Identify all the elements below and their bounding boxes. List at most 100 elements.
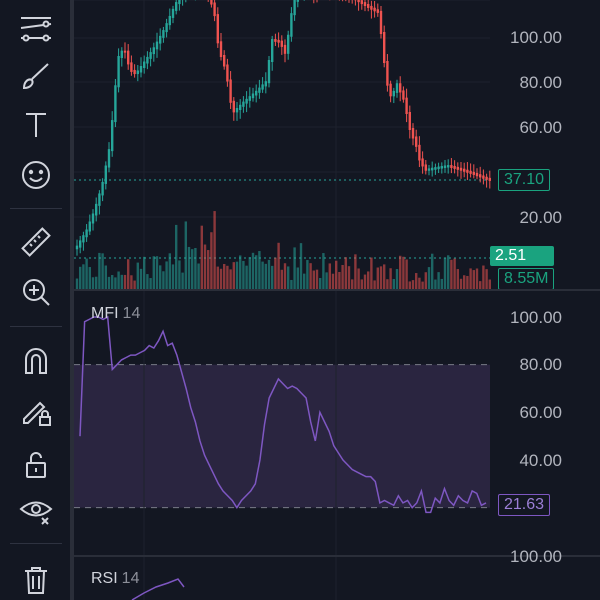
volume-bar [415,273,418,290]
visibility-tool[interactable] [12,490,60,530]
trash-tool[interactable] [12,560,60,600]
volume-bar [181,272,184,290]
volume-bar [267,259,271,290]
candle-body [107,149,111,168]
candle-body [229,79,232,103]
volume-bar [280,269,283,290]
candle-body [479,174,482,178]
candle-body [232,100,235,113]
volume-bar [216,266,219,290]
volume-bar [488,279,491,290]
candle-body [437,166,440,170]
candle-body [235,108,239,113]
candle-body [440,166,443,169]
volume-bar [203,244,207,290]
candle-body [117,56,120,88]
volume-bar [229,269,232,290]
volume-bar [367,271,370,290]
pane-divider[interactable] [74,555,600,557]
rsi-pane-title: RSI 14 [91,570,139,588]
candle-body [296,0,299,2]
volume-bar [360,279,363,290]
volume-bar [79,266,82,290]
candle-body [274,39,277,42]
text-tool[interactable] [12,105,60,145]
candle-body [226,64,229,82]
candle-body [408,112,411,130]
candle-body [162,30,165,38]
lock-drawings-tool[interactable] [12,391,60,431]
volume-bar [427,267,431,290]
mfi-value-tag: 21.63 [498,494,551,516]
brush-tool[interactable] [12,56,60,96]
volume-bar [408,281,411,290]
volume-bar [111,275,114,290]
candle-body [101,181,104,196]
candle-body [139,66,143,73]
rsi-pane[interactable] [74,557,600,600]
volume-bar [239,255,242,290]
volume-bar [101,253,104,290]
candle-body [431,167,434,171]
volume-bar [453,258,456,290]
candle-body [133,69,136,75]
candle-body [75,245,79,250]
candle-body [258,87,261,93]
trend-lines-tool[interactable] [12,8,60,48]
magnet-tool-icon [25,348,47,374]
chart-area[interactable]: 100.00 80.00 60.00 20.00 37.10 2.51 8.55… [74,0,600,600]
volume-bar [485,269,488,290]
volume-bar [341,264,344,290]
volume-bar [226,265,229,290]
pane-divider[interactable] [74,289,600,291]
candle-body [485,176,488,180]
volume-bar [223,263,226,290]
price-axis-label: 20.00 [519,208,562,227]
magnet-tool[interactable] [12,341,60,381]
price-axis-label: 60.00 [519,118,562,137]
volume-bar [258,251,261,290]
candle-body [168,15,171,26]
volume-bar [245,265,248,290]
rsi-title: RSI [91,570,118,587]
candle-body [223,55,226,67]
volume-bar [322,253,325,290]
mfi-line [79,315,487,514]
volume-bar [107,276,111,290]
candle-body [251,93,255,99]
volume-bar [389,268,392,290]
brush-tool-icon [22,63,49,90]
volume-bar [331,273,335,290]
volume-bar [299,243,303,290]
candle-body [280,40,283,47]
candle-body [114,85,117,123]
candle-body [255,90,258,96]
volume-bar [264,263,267,290]
volume-bar [283,263,287,290]
volume-bar [392,279,395,290]
mfi-pane[interactable] [74,291,600,556]
volume-bar [274,257,277,290]
volume-bar [95,276,98,290]
volume-bar [472,270,475,290]
price-pane[interactable] [74,0,600,290]
price-axis-label: 100.00 [510,28,562,47]
ruler-tool[interactable] [12,222,60,262]
mfi-axis-label: 80.00 [519,355,562,374]
volume-bar [127,259,130,290]
zoom-in-tool[interactable] [12,272,60,312]
emoji-tool[interactable] [12,155,60,195]
candle-body [283,44,287,54]
volume-bar [194,247,197,290]
drawing-toolbar [0,0,74,600]
candle-body [239,104,242,110]
volume-bar [482,265,485,290]
rsi-length: 14 [121,570,140,587]
candle-body [242,101,245,107]
unlock-tool[interactable] [12,444,60,484]
volume-bar [143,256,146,290]
volume-bar [459,278,463,290]
candle-body [373,7,376,12]
volume-bar [130,275,133,290]
volume-tag: 8.55M [498,268,555,290]
